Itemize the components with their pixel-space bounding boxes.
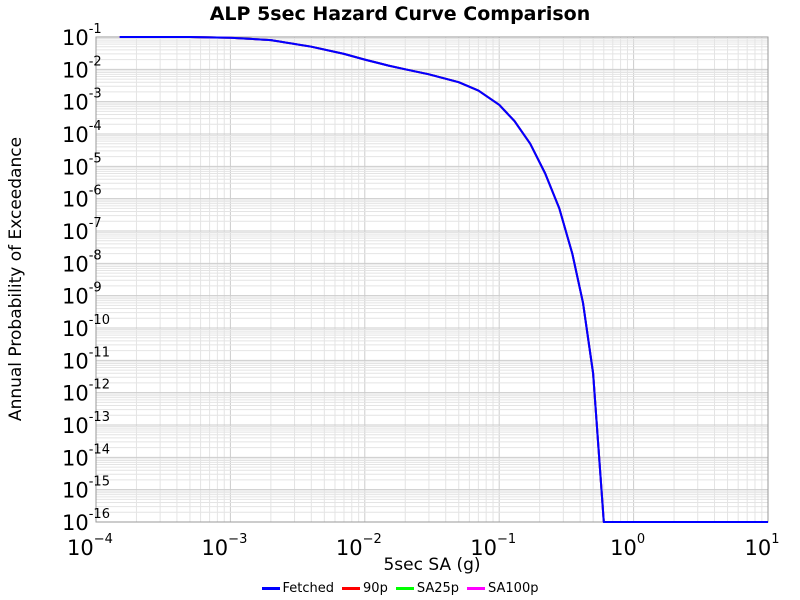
legend-swatch-sa25p xyxy=(395,586,414,590)
x-tick-label: 10−1 xyxy=(470,532,516,560)
x-tick-label: 10−3 xyxy=(201,532,247,560)
series-layer xyxy=(119,36,768,523)
legend-label-fetched: Fetched xyxy=(282,580,335,596)
plot-area xyxy=(95,36,769,523)
y-tick-label: 10-3 xyxy=(62,87,102,115)
chart-legend: Fetched 90p SA25p SA100p xyxy=(0,578,800,598)
y-tick-label: 10-13 xyxy=(62,410,110,438)
legend-label-sa100p: SA100p xyxy=(488,580,539,596)
y-tick-label: 10-8 xyxy=(62,248,102,276)
legend-item-90p: 90p xyxy=(342,581,388,596)
grid-lines xyxy=(95,37,768,523)
y-axis-label: Annual Probability of Exceedance xyxy=(6,137,26,421)
chart-title: ALP 5sec Hazard Curve Comparison xyxy=(210,3,591,25)
y-tick-label: 10-5 xyxy=(62,151,102,179)
y-tick-label: 10-10 xyxy=(62,313,110,341)
legend-swatch-sa100p xyxy=(467,586,486,590)
y-tick-label: 10-9 xyxy=(62,281,102,309)
y-tick-label: 10-4 xyxy=(62,119,102,147)
series-line-fetched xyxy=(119,36,768,523)
y-tick-label: 10-12 xyxy=(62,378,110,406)
y-tick-label: 10-16 xyxy=(62,507,110,535)
x-axis-label: 5sec SA (g) xyxy=(383,555,480,575)
y-tick-label: 10-15 xyxy=(62,475,110,503)
legend-item-fetched: Fetched xyxy=(261,580,335,596)
y-tick-label: 10-2 xyxy=(62,54,102,82)
y-tick-label: 10-7 xyxy=(62,216,102,244)
y-tick-label: 10-1 xyxy=(62,22,102,50)
x-tick-label: 101 xyxy=(744,532,779,560)
legend-item-sa25p: SA25p xyxy=(395,580,460,596)
legend-item-sa100p: SA100p xyxy=(467,581,538,596)
y-tick-label: 10-6 xyxy=(62,184,102,212)
x-tick-labels: 10−4 10−3 10−2 10−1 100 101 xyxy=(67,532,779,560)
x-tick-label: 100 xyxy=(610,532,645,560)
legend-label-90p: 90p xyxy=(363,580,388,596)
legend-swatch-90p xyxy=(342,586,361,590)
legend-label-sa25p: SA25p xyxy=(416,580,460,596)
y-tick-label: 10-11 xyxy=(62,345,110,373)
y-tick-labels: 10-1 10-2 10-3 10-4 10-5 10-6 10-7 10-8 10-9 10-1… xyxy=(62,22,110,535)
legend-swatch-fetched xyxy=(261,586,280,590)
x-tick-label: 10−2 xyxy=(336,532,382,560)
y-tick-label: 10-14 xyxy=(62,442,110,470)
x-tick-label: 10−4 xyxy=(67,532,113,560)
